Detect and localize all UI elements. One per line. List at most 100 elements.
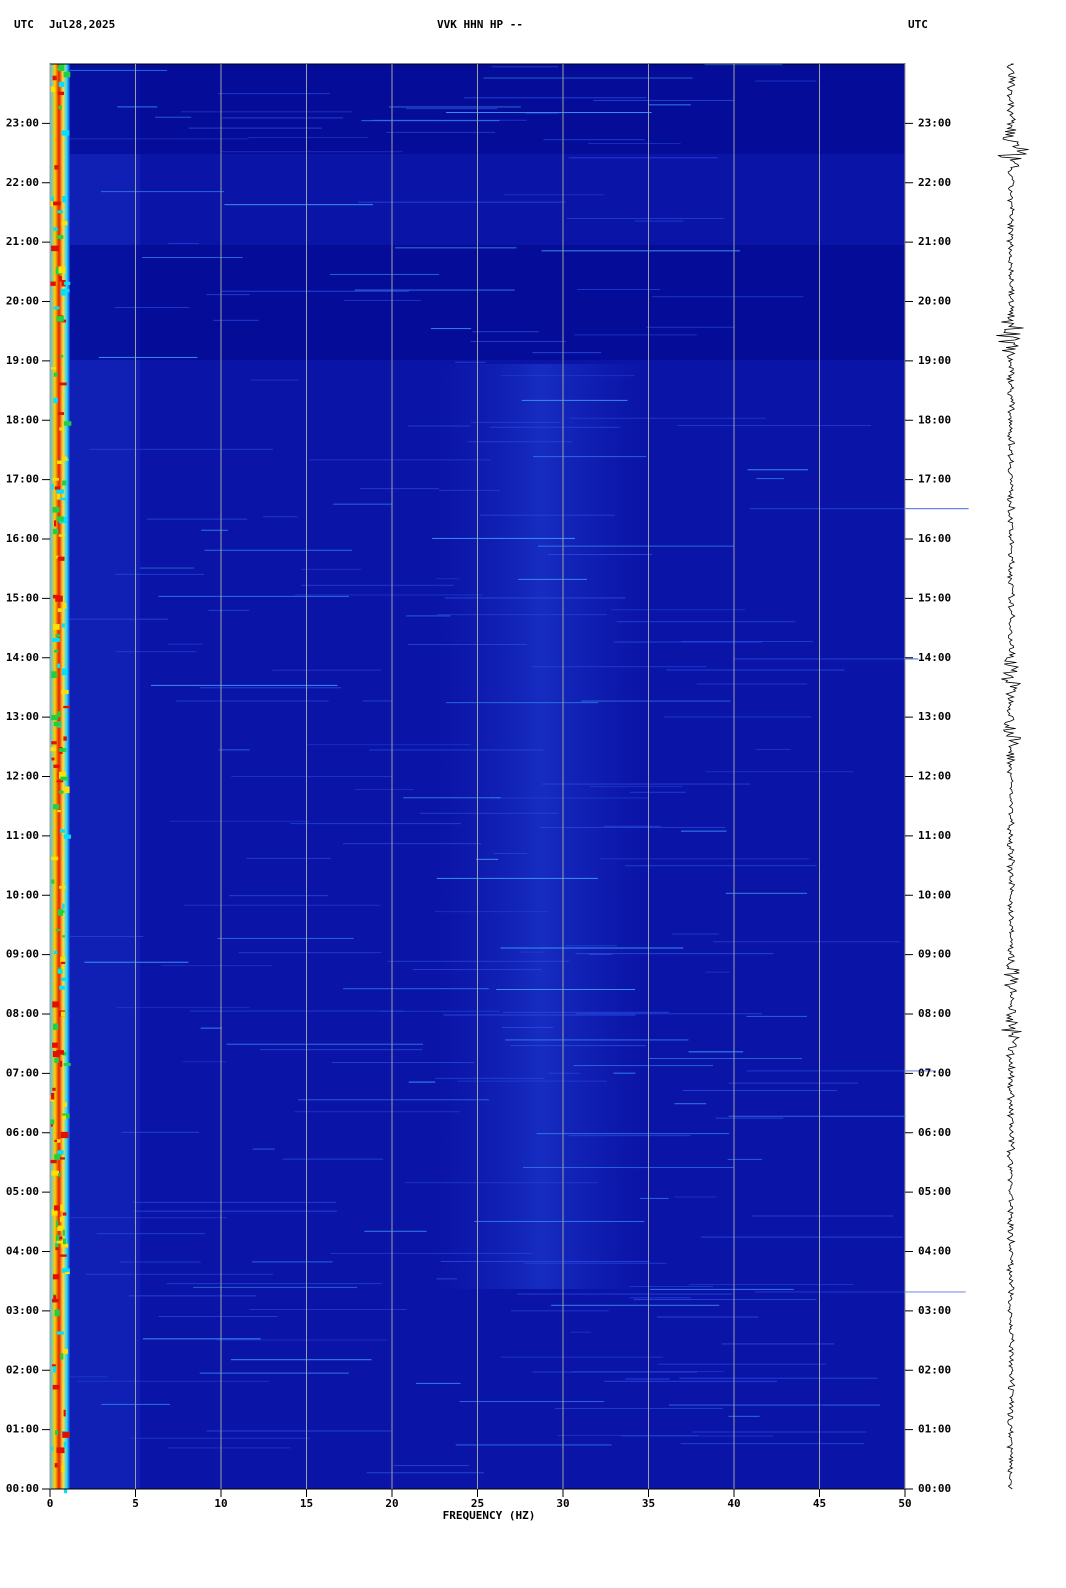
spectral-streak — [658, 1363, 826, 1365]
low-frequency-fleck — [55, 929, 61, 932]
low-frequency-fleck — [60, 776, 69, 781]
spectral-streak — [502, 1011, 669, 1013]
low-frequency-fleck — [51, 714, 58, 721]
spectral-streak — [230, 1359, 372, 1361]
spectral-streak — [500, 1356, 663, 1358]
spectral-streak — [96, 1233, 206, 1235]
low-frequency-fleck — [63, 1488, 68, 1494]
spectral-streak — [489, 426, 621, 428]
spectral-streak — [166, 1283, 382, 1285]
spectral-streak — [625, 865, 817, 867]
low-frequency-fleck — [57, 412, 65, 415]
low-frequency-fleck — [53, 1366, 57, 1373]
spectral-streak — [603, 825, 661, 827]
spectral-streak — [361, 120, 500, 122]
low-frequency-fleck — [63, 421, 72, 426]
spectral-streak — [525, 113, 559, 115]
spectral-streak — [668, 1404, 881, 1406]
spectral-streak — [587, 142, 681, 144]
y-tick-label: 13:00 — [6, 710, 39, 723]
spectral-streak — [455, 1444, 612, 1446]
spectral-streak — [501, 375, 635, 377]
low-frequency-fleck — [51, 1092, 55, 1100]
low-frequency-fleck — [50, 747, 57, 752]
low-frequency-fleck — [56, 780, 64, 783]
spectral-streak — [629, 791, 687, 793]
low-frequency-fleck — [56, 1331, 64, 1335]
spectral-streak — [633, 1299, 817, 1301]
spectral-streak — [355, 789, 414, 791]
spectral-streak — [571, 1331, 592, 1333]
spectral-streak — [64, 69, 167, 71]
spectral-streak — [100, 191, 225, 193]
spectral-streak — [188, 127, 322, 129]
spectral-streak — [249, 1309, 407, 1311]
spectral-streak — [523, 1167, 734, 1169]
low-frequency-fleck — [54, 165, 59, 170]
y-tick-label: 04:00 — [918, 1245, 951, 1258]
spectral-streak — [77, 1380, 270, 1382]
low-frequency-fleck — [58, 64, 65, 72]
low-frequency-fleck — [61, 623, 65, 628]
spectral-streak — [200, 1027, 222, 1029]
spectral-streak — [616, 621, 796, 623]
spectral-streak — [358, 201, 566, 203]
low-frequency-fleck — [61, 1465, 65, 1473]
y-tick-label: 17:00 — [918, 473, 951, 486]
low-frequency-fleck — [62, 1051, 67, 1056]
low-frequency-fleck — [51, 1170, 59, 1176]
low-frequency-fleck — [62, 480, 67, 486]
y-tick-label: 08:00 — [918, 1007, 951, 1020]
spectral-streak — [228, 895, 328, 897]
low-frequency-fleck — [51, 741, 57, 745]
spectral-streak — [464, 97, 647, 99]
spectral-streak — [359, 488, 439, 490]
spectral-streak — [651, 296, 804, 298]
spectral-streak — [386, 131, 496, 133]
spectral-streak — [61, 138, 249, 140]
spectral-streak — [679, 1377, 878, 1379]
spectral-streak — [294, 1111, 460, 1113]
spectral-streak — [543, 139, 645, 141]
spectral-streak — [728, 1415, 760, 1417]
y-tick-label: 12:00 — [918, 770, 951, 783]
low-frequency-fleck — [63, 1348, 68, 1354]
spectral-streak — [294, 594, 483, 596]
low-frequency-fleck — [61, 456, 68, 461]
y-tick-label: 05:00 — [918, 1185, 951, 1198]
spectral-streak — [68, 618, 168, 620]
spectral-streak — [664, 716, 812, 718]
spectral-streak — [224, 204, 373, 206]
low-frequency-fleck — [53, 764, 60, 768]
spectral-streak — [547, 554, 653, 556]
right-header: UTC — [908, 18, 928, 31]
y-tick-label: 03:00 — [918, 1304, 951, 1317]
low-frequency-fleck — [63, 1441, 67, 1447]
y-tick-label: 18:00 — [918, 413, 951, 426]
low-frequency-fleck — [53, 1139, 61, 1143]
y-tick-label: 00:00 — [6, 1482, 39, 1495]
x-tick-label: 25 — [471, 1497, 484, 1510]
low-frequency-fleck — [52, 638, 60, 642]
spectral-streak — [204, 549, 352, 551]
low-frequency-fleck — [60, 956, 66, 962]
y-tick-label: 08:00 — [6, 1007, 39, 1020]
spectral-streak — [446, 112, 652, 114]
spectral-streak — [206, 294, 250, 296]
low-frequency-fleck — [58, 276, 62, 282]
spectral-streak — [330, 1252, 532, 1254]
spectral-streak — [680, 1443, 865, 1445]
low-frequency-fleck — [62, 196, 67, 203]
x-axis-label: FREQUENCY (HZ) — [443, 1509, 536, 1522]
spectral-streak — [430, 328, 472, 330]
spectral-streak — [130, 1437, 311, 1439]
spectral-streak — [532, 1371, 698, 1373]
spectral-streak — [754, 1291, 966, 1293]
low-frequency-fleck — [53, 201, 61, 206]
low-frequency-fleck — [52, 1087, 56, 1091]
spectral-streak — [728, 1082, 859, 1084]
low-frequency-fleck — [52, 1042, 58, 1048]
spectral-streak — [60, 1217, 227, 1219]
spectral-streak — [250, 379, 299, 381]
spectral-streak — [436, 614, 607, 616]
